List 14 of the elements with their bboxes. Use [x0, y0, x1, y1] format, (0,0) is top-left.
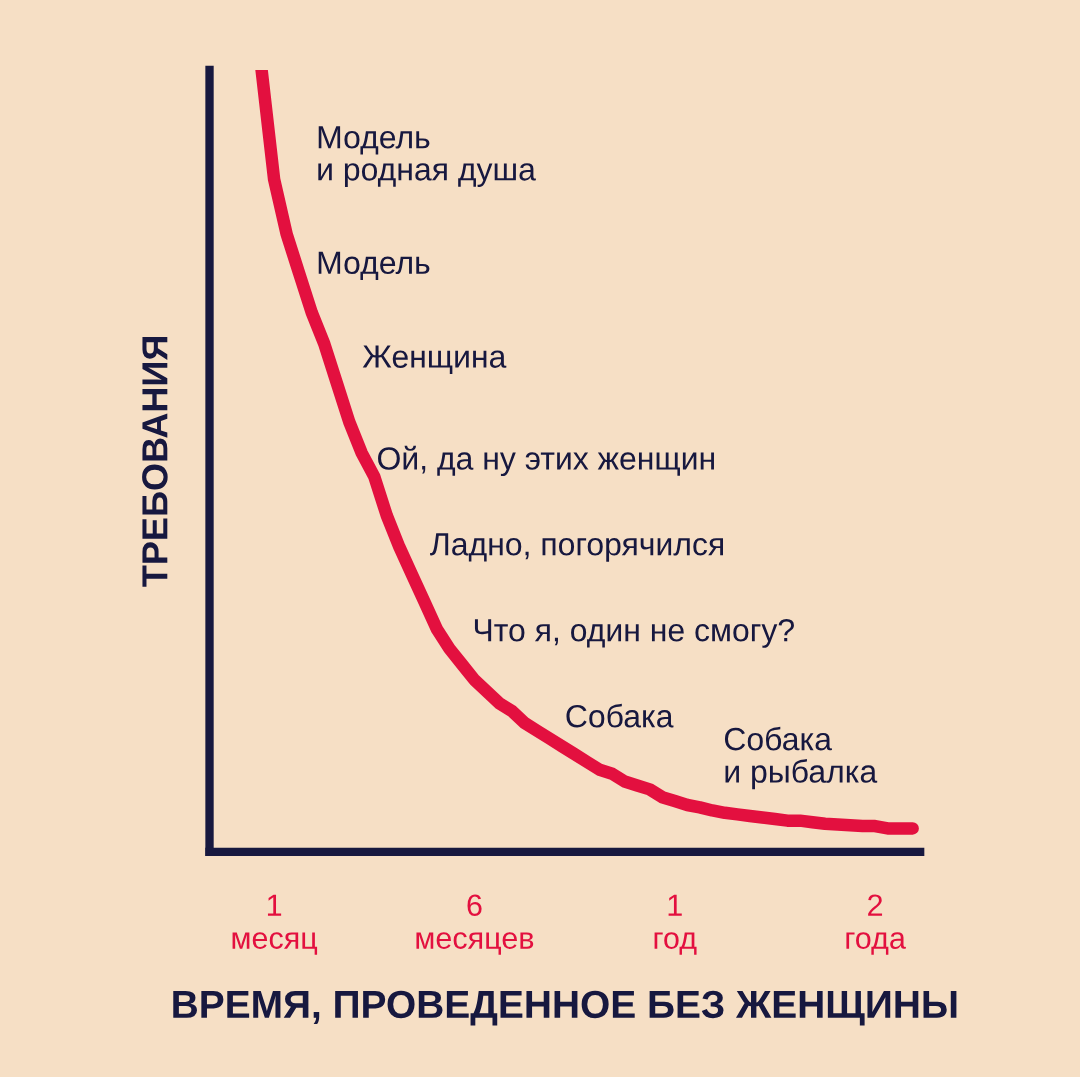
- x-axis-title: ВРЕМЯ, ПРОВЕДЕННОЕ БЕЗ ЖЕНЩИНЫ: [173, 990, 957, 1026]
- x-tick-label: 6 месяцев: [416, 894, 534, 955]
- annotation: Модель и родная душа: [318, 126, 536, 187]
- x-tick-label: 1 месяц: [232, 894, 318, 955]
- x-tick-label: 1 год: [654, 894, 697, 955]
- annotation: Модель: [318, 251, 430, 281]
- annotation: Собака и рыбалка: [724, 726, 878, 790]
- y-axis-title: ТРЕБОВАНИЯ: [142, 337, 168, 587]
- annotation: Ладно, погорячился: [430, 533, 723, 562]
- annotation: Ой, да ну этих женщин: [378, 445, 714, 477]
- annotation: Женщина: [362, 345, 507, 374]
- x-tick-label: 2 года: [846, 894, 906, 955]
- annotation: Собака: [566, 703, 674, 728]
- annotation: Что я, один не смогу?: [474, 618, 794, 648]
